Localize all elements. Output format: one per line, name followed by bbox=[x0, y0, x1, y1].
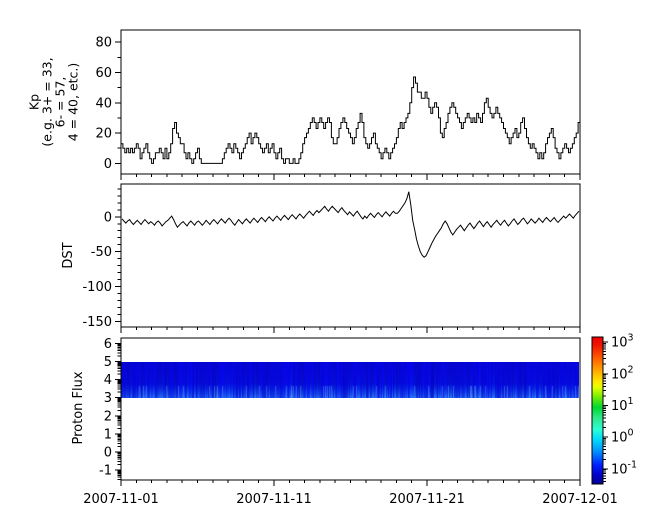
ytick-label-proton: 6 bbox=[104, 337, 112, 352]
ytick-label-dst: 0 bbox=[104, 210, 112, 225]
xtick-date-label: 2007-11-11 bbox=[236, 492, 312, 507]
ytick-label-dst: -50 bbox=[91, 245, 112, 260]
xtick-date-label: 2007-11-21 bbox=[389, 492, 465, 507]
ytick-label-proton: 5 bbox=[104, 355, 112, 370]
kp-axis-label-line: Kp bbox=[27, 94, 42, 110]
ytick-label-kp: 60 bbox=[95, 66, 112, 81]
ytick-label-proton: 4 bbox=[104, 373, 112, 388]
colorbar-tick-label: 103 bbox=[611, 333, 634, 351]
ytick-label-kp: 0 bbox=[104, 157, 112, 172]
dst-axis-label: DST bbox=[61, 242, 76, 268]
ytick-label-kp: 80 bbox=[95, 36, 112, 51]
kp-axis-label-line: 4 = 40, etc.) bbox=[66, 63, 81, 142]
kp-axis-label: Kp(e.g. 3+ = 33,6- = 57,4 = 40, etc.) bbox=[27, 57, 81, 146]
proton-flux-axis-label: Proton Flux bbox=[71, 371, 86, 444]
dst-trace bbox=[121, 191, 580, 258]
colorbar bbox=[591, 336, 604, 485]
ytick-label-kp: 20 bbox=[95, 127, 112, 142]
colorbar-tick-label: 102 bbox=[611, 364, 634, 382]
colorbar-tick-label: 10-1 bbox=[611, 459, 637, 477]
xtick-date-label: 2007-11-01 bbox=[83, 492, 159, 507]
colorbar-tick-label: 101 bbox=[611, 396, 634, 414]
xtick-date-label: 2007-12-01 bbox=[542, 492, 618, 507]
ytick-label-dst: -100 bbox=[82, 280, 112, 295]
colorbar-tick-label: 100 bbox=[611, 428, 634, 446]
kp-axis-label-line: (e.g. 3+ = 33, bbox=[40, 57, 55, 146]
proton-flux-heatmap bbox=[121, 362, 579, 398]
ytick-label-proton: -1 bbox=[99, 464, 112, 479]
kp-axis-label-line: 6- = 57, bbox=[53, 77, 68, 128]
kp-trace bbox=[121, 76, 580, 164]
ytick-label-kp: 40 bbox=[95, 96, 112, 111]
ytick-label-proton: 1 bbox=[104, 427, 112, 442]
panel-frame-proton bbox=[120, 337, 581, 481]
ytick-label-proton: 0 bbox=[104, 445, 112, 460]
ytick-label-proton: 2 bbox=[104, 409, 112, 424]
ytick-label-dst: -150 bbox=[82, 315, 112, 330]
panel-frame-dst bbox=[120, 183, 581, 328]
ytick-label-proton: 3 bbox=[104, 391, 112, 406]
